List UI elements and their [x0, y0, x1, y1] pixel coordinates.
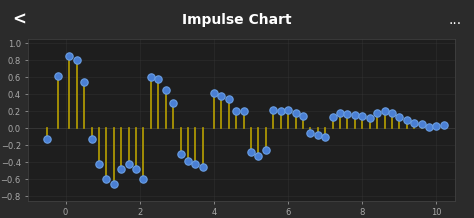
Point	[321, 135, 329, 139]
Point	[418, 122, 426, 126]
Point	[118, 167, 125, 171]
Point	[336, 111, 344, 115]
Point	[102, 178, 110, 181]
Point	[140, 178, 147, 181]
Point	[184, 159, 192, 162]
Point	[232, 110, 240, 113]
Point	[210, 91, 218, 94]
Point	[73, 59, 81, 62]
Point	[307, 132, 314, 135]
Point	[162, 89, 170, 92]
Point	[43, 137, 51, 140]
Point	[55, 74, 62, 77]
Text: Impulse Chart: Impulse Chart	[182, 13, 292, 27]
Point	[65, 54, 73, 58]
Point	[169, 101, 177, 105]
Point	[329, 115, 337, 118]
Point	[155, 77, 162, 81]
Point	[125, 162, 132, 166]
Point	[147, 76, 155, 79]
Point	[284, 108, 292, 111]
Point	[388, 111, 396, 115]
Point	[255, 154, 262, 157]
Point	[344, 112, 351, 116]
Point	[277, 110, 284, 113]
Point	[247, 150, 255, 154]
Point	[191, 162, 199, 166]
Point	[110, 182, 118, 185]
Point	[225, 97, 233, 100]
Point	[410, 122, 418, 125]
Point	[314, 133, 321, 137]
Point	[80, 80, 88, 83]
Point	[262, 148, 270, 151]
Point	[88, 137, 95, 140]
Point	[199, 165, 207, 168]
Point	[218, 94, 225, 98]
Point	[425, 125, 433, 128]
Point	[433, 124, 440, 128]
Point	[95, 162, 103, 166]
Point	[299, 114, 307, 118]
Point	[240, 110, 247, 113]
Point	[396, 115, 403, 118]
Point	[177, 152, 184, 156]
Point	[374, 111, 381, 115]
Point	[440, 123, 448, 127]
Text: <: <	[12, 11, 26, 29]
Point	[358, 114, 366, 118]
Point	[403, 118, 410, 122]
Point	[351, 113, 359, 117]
Point	[366, 116, 374, 120]
Point	[381, 110, 388, 113]
Point	[292, 111, 299, 115]
Point	[132, 167, 140, 171]
Text: ...: ...	[448, 13, 462, 27]
Point	[270, 108, 277, 111]
